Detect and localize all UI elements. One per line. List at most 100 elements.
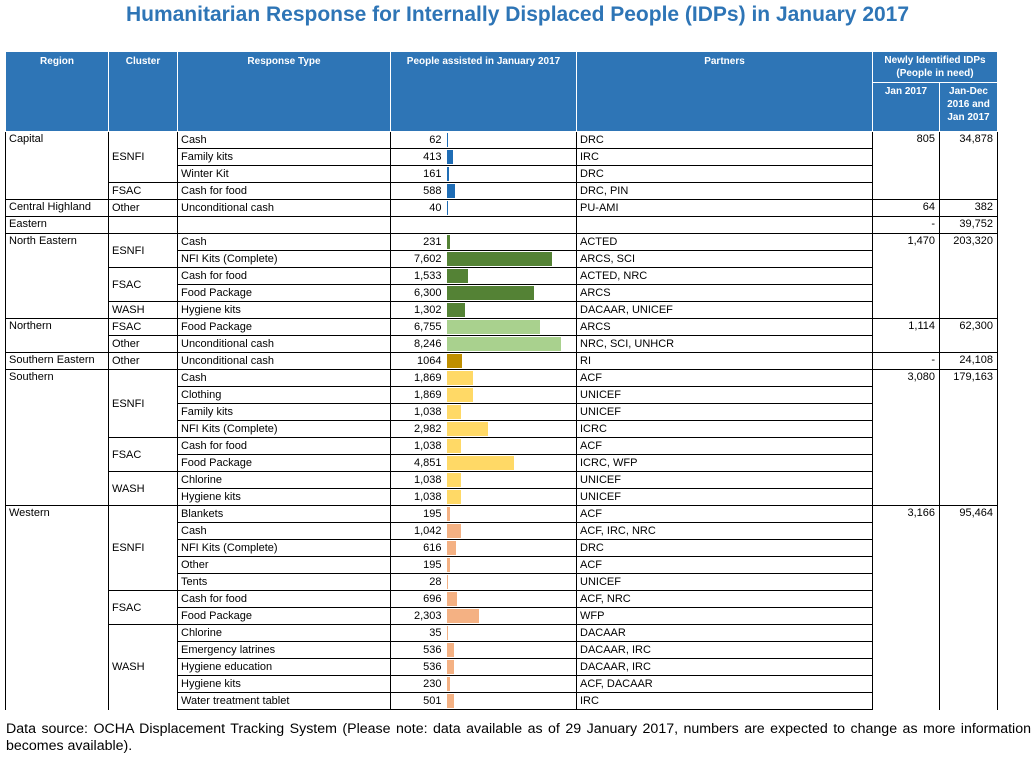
response-type: Unconditional cash	[177, 199, 391, 217]
cluster-name: FSAC	[108, 590, 178, 625]
people-assisted: 6,300	[390, 284, 447, 302]
people-assisted: 40	[390, 199, 447, 217]
people-bar	[446, 286, 534, 300]
partners: ACF, IRC, NRC	[576, 522, 873, 540]
people-bar	[446, 320, 540, 334]
people-assisted: 588	[390, 182, 447, 200]
people-bar-cell	[446, 335, 577, 353]
response-type: Cash	[177, 233, 391, 251]
people-bar-cell	[446, 607, 577, 625]
newly-identified-jan-dec: 95,464	[939, 505, 998, 710]
people-bar-cell	[446, 420, 577, 438]
partners: ACF, NRC	[576, 590, 873, 608]
table-row: Family kits 1,038 UNICEF	[6, 403, 998, 421]
table-row: WASH Hygiene kits 1,302 DACAAR, UNICEF	[6, 301, 998, 319]
table-row: Western ESNFI Blankets 195 ACF 3,166 95,464	[5, 505, 998, 710]
table-row: Northern FSAC Food Package 6,755 ARCS 1,114 62…	[5, 318, 998, 353]
people-bar-cell	[446, 692, 577, 710]
newly-identified-jan-2017: -	[872, 352, 940, 370]
response-type: Unconditional cash	[177, 352, 391, 370]
header-partners: Partners	[576, 51, 873, 132]
people-assisted: 230	[390, 675, 447, 693]
idp-response-table: Region Cluster Response Type People assi…	[5, 51, 998, 710]
cluster-name: Other	[108, 335, 178, 353]
people-bar-cell	[446, 165, 577, 183]
people-assisted: 1,038	[390, 471, 447, 489]
people-assisted: 8,246	[390, 335, 447, 353]
people-bar-cell	[446, 131, 577, 149]
response-type: Cash for food	[177, 182, 391, 200]
people-bar	[446, 541, 456, 555]
header-jan-2017: Jan 2017	[872, 82, 940, 132]
people-assisted: 1,869	[390, 369, 447, 387]
people-bar	[446, 575, 448, 589]
table-row: WASH Chlorine 35 DACAAR	[6, 624, 998, 710]
people-bar-cell	[446, 250, 577, 268]
partners: DACAAR, UNICEF	[576, 301, 873, 319]
people-bar-cell	[446, 369, 577, 387]
people-assisted: 1,533	[390, 267, 447, 285]
people-bar-cell	[446, 522, 577, 540]
header-region: Region	[5, 51, 109, 132]
table-row: Eastern -39,752	[5, 216, 998, 234]
table-row: Other Unconditional cash 8,246 NRC, SCI, UN…	[6, 335, 998, 353]
people-bar-cell	[446, 573, 577, 591]
people-bar-cell	[446, 590, 577, 608]
people-assisted	[390, 216, 447, 234]
response-type: Blankets	[177, 505, 391, 523]
people-bar-cell	[446, 182, 577, 200]
people-assisted: 1,302	[390, 301, 447, 319]
response-type: Emergency latrines	[177, 641, 391, 659]
people-bar-cell	[446, 454, 577, 472]
people-assisted: 2,982	[390, 420, 447, 438]
newly-identified-jan-2017: 64	[872, 199, 940, 217]
people-bar-cell	[446, 556, 577, 574]
people-assisted: 616	[390, 539, 447, 557]
people-bar	[446, 337, 561, 351]
people-bar	[446, 643, 454, 657]
cluster-name: FSAC	[108, 318, 178, 336]
response-type: Cash for food	[177, 267, 391, 285]
people-bar-cell	[446, 488, 577, 506]
response-type: NFI Kits (Complete)	[177, 250, 391, 268]
partners: ACF	[576, 437, 873, 455]
newly-identified-jan-dec: 39,752	[939, 216, 998, 234]
people-assisted: 231	[390, 233, 447, 251]
region-name: North Eastern	[5, 233, 109, 319]
response-type: Chlorine	[177, 624, 391, 642]
people-assisted: 1,038	[390, 488, 447, 506]
newly-identified-jan-2017: 1,470	[872, 233, 940, 319]
newly-identified-jan-dec: 24,108	[939, 352, 998, 370]
people-bar-cell	[446, 386, 577, 404]
people-bar-cell	[446, 301, 577, 319]
people-bar	[446, 388, 473, 402]
response-type: Hygiene kits	[177, 301, 391, 319]
people-assisted: 1,869	[390, 386, 447, 404]
table-row: Hygiene education 536 DACAAR, IRC	[6, 658, 998, 676]
response-type: Family kits	[177, 148, 391, 166]
partners: RI	[576, 352, 873, 370]
table-row: Food Package 6,300 ARCS	[6, 284, 998, 302]
response-type: Cash	[177, 369, 391, 387]
table-row: FSAC Cash for food 588 DRC, PIN	[6, 182, 998, 200]
people-bar	[446, 694, 454, 708]
people-bar-cell	[446, 199, 577, 217]
people-assisted: 7,602	[390, 250, 447, 268]
people-assisted: 413	[390, 148, 447, 166]
response-type: Chlorine	[177, 471, 391, 489]
people-bar	[446, 201, 448, 215]
people-bar	[446, 354, 462, 368]
people-bar	[446, 677, 450, 691]
people-bar-cell	[446, 471, 577, 489]
people-assisted: 696	[390, 590, 447, 608]
table-row: Food Package 2,303 WFP	[6, 607, 998, 625]
response-type: Water treatment tablet	[177, 692, 391, 710]
header-jan-dec: Jan-Dec 2016 and Jan 2017	[939, 82, 998, 132]
people-bar-cell	[446, 267, 577, 285]
header-cluster: Cluster	[108, 51, 178, 132]
people-bar	[446, 456, 514, 470]
table-row: FSAC Cash for food 1,038 ACF	[6, 437, 998, 472]
people-bar	[446, 439, 461, 453]
cluster-name: WASH	[108, 471, 178, 506]
response-type: Food Package	[177, 454, 391, 472]
